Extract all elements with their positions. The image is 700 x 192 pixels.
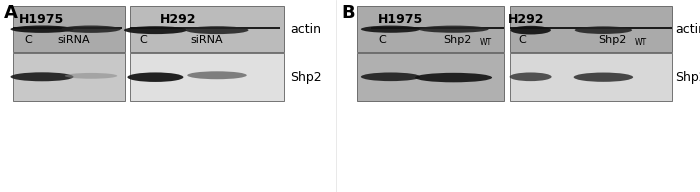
Text: Shp2: Shp2 (676, 71, 700, 84)
Text: Shp2: Shp2 (598, 35, 627, 45)
Text: siRNA: siRNA (190, 35, 223, 45)
Bar (130, 6, 284, 52)
Ellipse shape (127, 72, 183, 82)
Ellipse shape (419, 26, 489, 33)
Bar (130, 53, 284, 101)
Text: Shp2: Shp2 (290, 71, 322, 84)
Bar (510, 6, 672, 52)
Text: WT: WT (480, 38, 491, 47)
Text: H292: H292 (160, 13, 197, 26)
Ellipse shape (510, 26, 551, 35)
Text: H292: H292 (508, 13, 545, 26)
Ellipse shape (64, 73, 118, 79)
Text: C: C (139, 35, 148, 45)
Text: C: C (24, 35, 32, 45)
Text: C: C (518, 35, 526, 45)
Ellipse shape (10, 26, 74, 33)
Text: siRNA: siRNA (57, 35, 90, 45)
Ellipse shape (361, 26, 420, 33)
Bar (357, 6, 504, 52)
Text: A: A (4, 4, 18, 22)
Ellipse shape (361, 72, 420, 81)
Text: C: C (378, 35, 386, 45)
Text: H1975: H1975 (378, 13, 423, 26)
Ellipse shape (124, 26, 187, 34)
Bar (13, 53, 125, 101)
Ellipse shape (10, 72, 74, 81)
Ellipse shape (62, 26, 120, 33)
Ellipse shape (415, 73, 492, 82)
Text: Shp2: Shp2 (443, 35, 472, 45)
Bar (357, 53, 504, 101)
Text: actin: actin (290, 23, 321, 36)
Ellipse shape (574, 73, 634, 82)
Text: WT: WT (635, 38, 647, 47)
Bar (13, 6, 125, 52)
Ellipse shape (575, 26, 632, 34)
Text: actin: actin (676, 23, 700, 36)
Ellipse shape (188, 71, 246, 79)
Text: H1975: H1975 (20, 13, 64, 26)
Text: B: B (342, 4, 355, 22)
Bar (510, 53, 672, 101)
Ellipse shape (186, 26, 248, 34)
Ellipse shape (510, 72, 552, 81)
